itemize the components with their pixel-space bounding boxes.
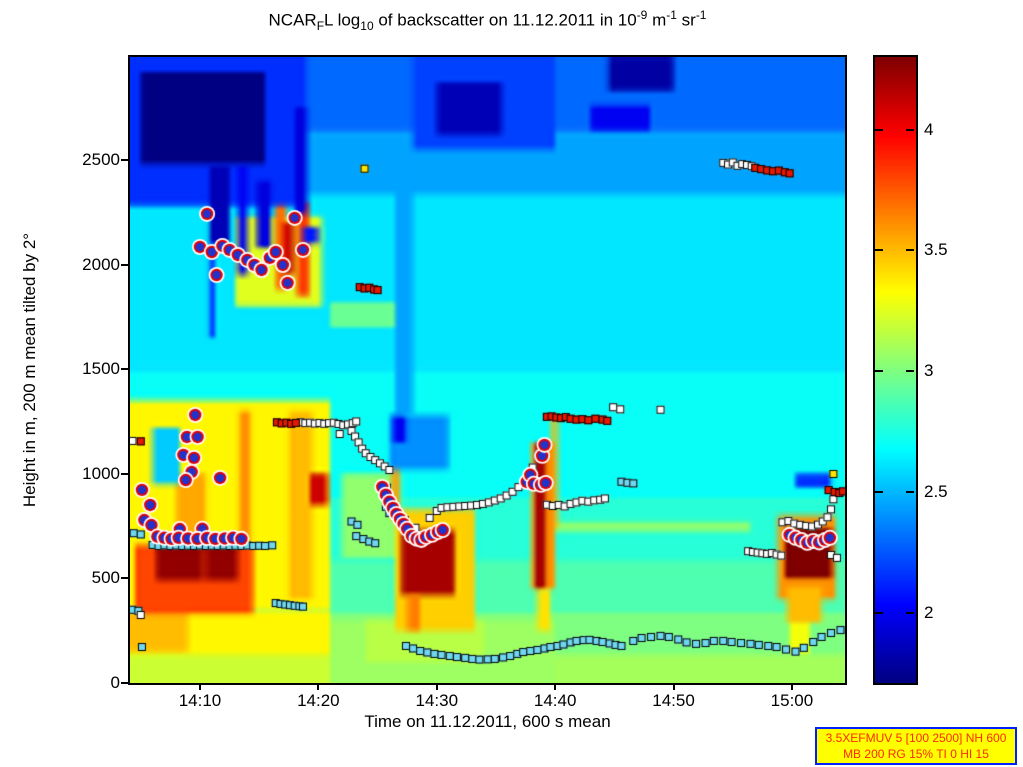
colorbar-tick-label: 3	[924, 361, 934, 381]
colorbar-tick-label: 4	[924, 119, 934, 139]
annotation-line-1: 3.5XEFMUV 5 [100 2500] NH 600	[825, 731, 1007, 745]
x-tick-mark	[790, 683, 793, 690]
y-tick-mark	[121, 682, 128, 684]
colorbar-tick-mark-right	[906, 249, 914, 252]
x-tick-label: 14:20	[297, 691, 340, 710]
colorbar-tick-mark-left	[875, 249, 883, 252]
chart-title: NCARFL log10 of backscatter on 11.12.201…	[268, 8, 707, 34]
x-tick-label: 14:40	[533, 691, 577, 710]
x-axis-label: Time on 11.12.2011, 600 s mean	[364, 712, 611, 731]
y-tick-mark	[121, 368, 128, 371]
x-tick-mark	[672, 683, 675, 690]
colorbar-tick-mark-left	[875, 128, 883, 131]
colorbar-tick-label: 3.5	[924, 240, 948, 260]
colorbar-tick-mark-left	[875, 370, 883, 373]
x-tick-label: 14:50	[652, 691, 695, 710]
y-tick-mark	[121, 577, 128, 580]
heatmap-canvas	[130, 57, 845, 683]
y-tick-mark	[121, 263, 128, 266]
colorbar-tick-mark-right	[906, 370, 914, 373]
x-tick-label: 15:00	[770, 691, 814, 710]
y-tick-label: 1500	[82, 359, 120, 379]
y-axis-label: Height in m, 200 m mean tilted by 2°	[20, 232, 39, 508]
settings-annotation-box: 3.5XEFMUV 5 [100 2500] NH 600 MB 200 RG …	[815, 727, 1017, 765]
colorbar-tick-mark-right	[906, 491, 914, 494]
y-tick-mark	[121, 158, 128, 161]
colorbar-canvas	[875, 57, 916, 683]
x-tick-label: 14:10	[178, 691, 222, 710]
colorbar-tick-mark-right	[906, 128, 914, 131]
colorbar-tick-mark-left	[875, 491, 883, 494]
y-tick-mark	[121, 472, 128, 475]
x-tick-mark	[435, 683, 438, 690]
colorbar-tick-mark-left	[875, 611, 883, 614]
y-tick-label: 500	[91, 568, 120, 588]
colorbar-tick-label: 2	[924, 602, 934, 622]
y-tick-label: 0	[110, 673, 120, 692]
x-tick-label: 14:30	[415, 691, 459, 710]
y-tick-label: 2500	[82, 149, 120, 169]
y-tick-label: 2000	[82, 254, 120, 274]
x-tick-mark	[317, 683, 320, 690]
x-tick-mark	[198, 683, 201, 690]
annotation-line-2: MB 200 RG 15% TI 0 HI 15	[843, 747, 989, 761]
y-tick-label: 1000	[82, 463, 120, 483]
colorbar-tick-mark-right	[906, 611, 914, 614]
colorbar-tick-label: 2.5	[924, 482, 948, 502]
x-tick-mark	[554, 683, 557, 690]
